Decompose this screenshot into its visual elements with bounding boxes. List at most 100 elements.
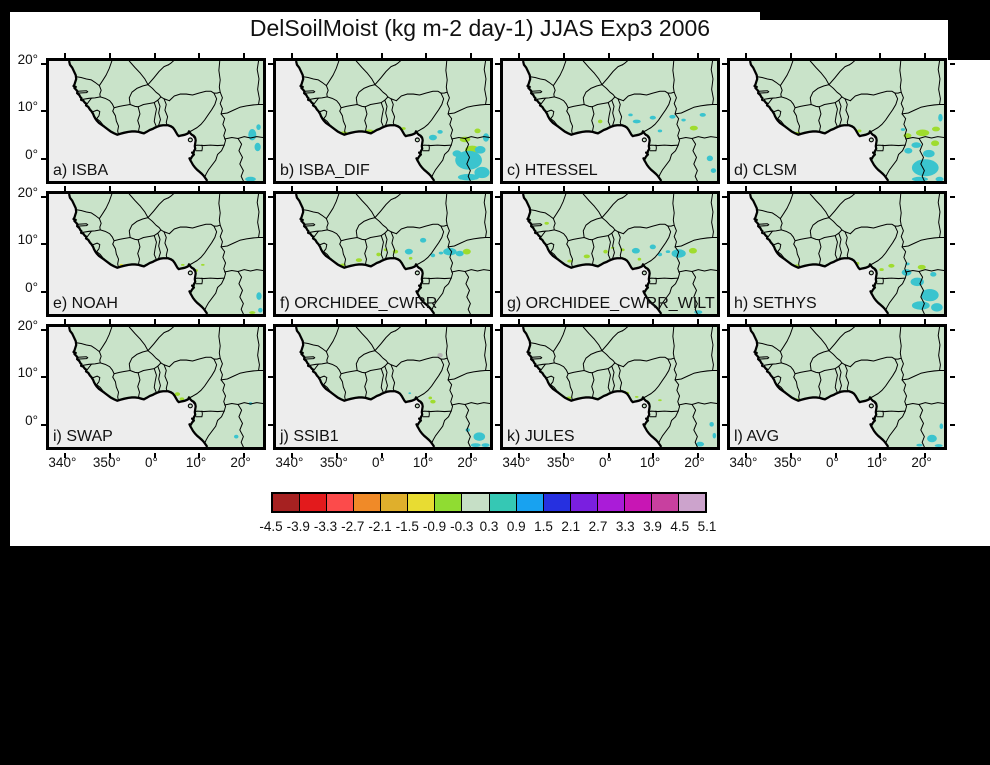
panel-label: h) SETHYS [734,295,817,312]
anomaly-patch [900,128,906,131]
anomaly-patches [408,352,490,447]
anomaly-patch [408,392,412,395]
tick-mark [495,157,500,160]
colorbar-tick-label: 0.9 [506,519,526,534]
anomaly-patch [597,119,603,124]
x-tick-label: 340° [48,455,77,470]
anomaly-patch [637,257,642,261]
tick-mark [291,186,294,191]
colorbar-cell [489,494,517,511]
anomaly-patch [438,251,444,255]
tick-mark [923,453,926,458]
anomaly-patch [911,301,930,310]
tick-mark [469,53,472,58]
figure-title: DelSoilMoist (kg m-2 day-1) JJAS Exp3 20… [249,15,711,41]
anomaly-patch [915,129,930,137]
tick-mark [950,423,955,426]
y-tick-label: 20° [17,52,38,67]
y-tick-label: 0° [25,279,38,295]
map-svg [49,327,263,447]
panel-label: k) JULES [507,428,575,445]
anomaly-patch [482,133,490,142]
tick-mark [950,196,955,198]
anomaly-patch [934,444,943,447]
tick-mark [879,319,882,324]
map-panel-h: h) SETHYS [722,186,955,325]
country-borders [529,194,717,314]
coastline [67,327,209,447]
tick-mark [41,157,46,160]
tick-mark [923,319,926,324]
map-panel-l: l) AVG [722,319,955,458]
anomaly-patch [474,128,481,134]
anomaly-patch [256,292,262,300]
anomaly-patch [931,126,940,132]
tick-mark [495,196,500,198]
tick-mark [495,376,500,379]
tick-mark [495,110,500,113]
tick-mark [789,186,792,191]
bioko-island [414,270,420,276]
tick-mark [923,186,926,191]
tick-mark [268,290,273,293]
tick-mark [722,423,727,426]
anomaly-patch [474,146,486,154]
tick-mark [696,453,699,458]
map-panel-c: c) HTESSEL [495,53,728,192]
tick-mark [495,63,500,65]
tick-mark [41,63,46,65]
tick-mark [722,329,727,331]
tick-mark [696,319,699,324]
anomaly-patches [544,221,703,314]
country-borders [75,194,263,314]
tick-mark [950,110,955,113]
tick-mark [745,186,748,191]
panel-label: c) HTESSEL [507,162,598,179]
tick-mark [950,290,955,293]
anomaly-patch [911,142,922,148]
map-panel-j: j) SSIB1 [268,319,501,458]
anomaly-patch [355,258,363,263]
ocean-fill [276,327,435,447]
anomaly-patch [201,263,205,266]
anomaly-patch [931,140,940,147]
anomaly-patch [688,247,697,254]
bioko-island [641,270,647,276]
map-svg [730,61,944,181]
colorbar-cell [408,494,436,511]
anomaly-patch [470,443,481,447]
tick-mark [108,319,111,324]
tick-mark [950,376,955,379]
tick-mark [834,319,837,324]
anomaly-patch [474,166,490,179]
tick-mark [380,319,383,324]
colorbar-cell [435,494,463,511]
anomaly-patch [888,263,895,268]
map-panel-d: d) CLSM [722,53,955,192]
colorbar-tick-label: -3.3 [313,519,338,534]
anomaly-patch [430,253,436,258]
tick-mark [652,319,655,324]
map-panel-f: f) ORCHIDEE_CWRR [268,186,501,325]
coastline [294,194,436,314]
anomaly-patch [930,271,937,277]
tick-mark [923,53,926,58]
tick-mark [335,319,338,324]
panel-label: f) ORCHIDEE_CWRR [280,295,438,312]
tick-mark [789,319,792,324]
tick-mark [291,319,294,324]
tick-mark [268,157,273,160]
tick-mark [425,453,428,458]
tick-mark [153,319,156,324]
anomaly-patch [234,434,239,439]
tick-mark [41,329,46,331]
tick-mark [950,63,955,65]
anomaly-patch [428,134,437,141]
map-svg [276,327,490,447]
tick-mark [268,63,273,65]
anomaly-patch [916,443,923,447]
tick-mark [722,157,727,160]
anomaly-patch [632,119,641,124]
tick-mark [696,186,699,191]
colorbar-tick-label: 0.3 [479,519,499,534]
